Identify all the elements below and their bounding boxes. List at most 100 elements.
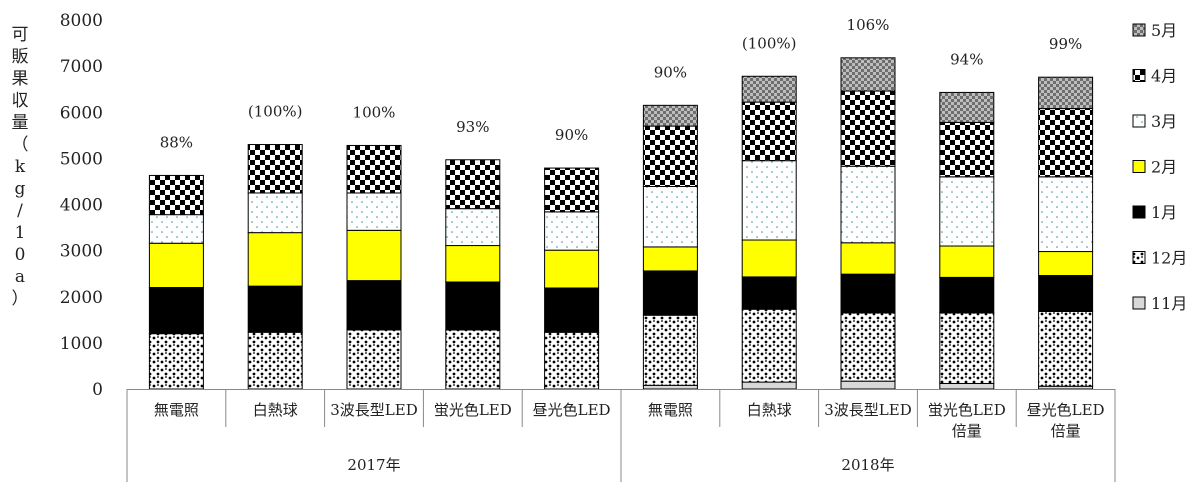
y-tick-label: 3000 bbox=[60, 242, 103, 262]
legend-swatch bbox=[1132, 69, 1146, 82]
y-tick-label: 5000 bbox=[60, 149, 103, 169]
bar-percent-label: 90% bbox=[555, 126, 588, 144]
bar-segment bbox=[939, 245, 995, 278]
bar-segment bbox=[1038, 108, 1094, 178]
x-category-label: 白熱球 bbox=[253, 401, 298, 419]
x-category-label: 3波長型LED bbox=[330, 401, 417, 419]
bar-segment bbox=[445, 208, 501, 247]
y-axis-ticks: 0 1000 2000 3000 4000 5000 6000 7000 8000 bbox=[60, 11, 103, 400]
bar-segment bbox=[939, 91, 995, 123]
bar-segment bbox=[247, 232, 303, 287]
bar-segment bbox=[741, 101, 797, 162]
bar-segment bbox=[346, 144, 402, 194]
bar-segment bbox=[840, 242, 896, 275]
bar-segment bbox=[148, 214, 204, 244]
bar-segment bbox=[445, 245, 501, 283]
legend: 5月 4月 3月 2月 1月 12月 11月 bbox=[1132, 21, 1187, 313]
legend-label: 1月 bbox=[1151, 203, 1177, 222]
bar-segment bbox=[247, 285, 303, 333]
bar-segment bbox=[840, 273, 896, 314]
bar-segment bbox=[642, 314, 698, 386]
bar-segment bbox=[840, 57, 896, 92]
bar-segment bbox=[741, 239, 797, 278]
y-axis-title-char: 販 bbox=[12, 47, 29, 67]
bar-segment bbox=[939, 276, 995, 314]
legend-label: 2月 bbox=[1151, 158, 1177, 177]
bar-segment bbox=[642, 384, 698, 390]
y-tick-label: 6000 bbox=[60, 103, 103, 123]
bar-segment bbox=[939, 121, 995, 178]
x-category-label: 倍量 bbox=[1051, 422, 1081, 440]
x-category-label: 蛍光色LED bbox=[434, 401, 512, 419]
bar-segment bbox=[741, 276, 797, 310]
bar-segment bbox=[148, 287, 204, 335]
bar-segment bbox=[642, 270, 698, 316]
x-category-label: 無電照 bbox=[154, 401, 199, 419]
bar-segment bbox=[1038, 251, 1094, 277]
legend-swatch bbox=[1132, 23, 1146, 37]
bar-segment bbox=[741, 75, 797, 103]
bar-percent-label: 90% bbox=[654, 63, 687, 81]
y-axis-title-char: （ bbox=[12, 135, 29, 155]
bar-percent-label: 93% bbox=[456, 118, 489, 136]
y-axis-title-char: 量 bbox=[12, 113, 29, 133]
y-tick-label: 4000 bbox=[60, 196, 103, 216]
bars: 88% (100%) 100% 93% 90% 90% (100%) 106% 94% 99% bbox=[148, 16, 1094, 390]
bar-percent-label: (100%) bbox=[742, 34, 797, 52]
bar-segment bbox=[1038, 176, 1094, 253]
bar-segment bbox=[346, 280, 402, 331]
y-axis-title-char: ） bbox=[12, 289, 29, 309]
legend-label: 3月 bbox=[1151, 112, 1177, 131]
bar-segment bbox=[247, 192, 303, 234]
y-tick-label: 7000 bbox=[60, 57, 103, 77]
y-tick-label: 1000 bbox=[60, 334, 103, 354]
y-tick-label: 2000 bbox=[60, 288, 103, 308]
bar-segment bbox=[840, 380, 896, 390]
y-tick-label: 8000 bbox=[60, 11, 103, 31]
legend-label: 5月 bbox=[1151, 21, 1177, 40]
x-category-label: 3波長型LED bbox=[824, 401, 911, 419]
y-tick-label: 0 bbox=[92, 380, 103, 400]
y-axis-title-char: 1 bbox=[15, 223, 26, 243]
bar-segment bbox=[642, 246, 698, 272]
bar-segment bbox=[544, 211, 600, 251]
bar-segment bbox=[741, 160, 797, 241]
bar-segment bbox=[840, 90, 896, 167]
bar-percent-label: (100%) bbox=[248, 103, 303, 121]
y-axis-title-char: 果 bbox=[12, 69, 29, 89]
bar-segment bbox=[148, 242, 204, 289]
bar-segment bbox=[445, 281, 501, 331]
bar-segment bbox=[544, 287, 600, 333]
bar-segment bbox=[642, 125, 698, 188]
bar-segment bbox=[148, 333, 204, 390]
bar-segment bbox=[840, 165, 896, 244]
bar-percent-label: 99% bbox=[1049, 35, 1082, 53]
y-axis-title-char: / bbox=[17, 201, 23, 221]
bar-segment bbox=[346, 229, 402, 282]
y-axis-title-char: 可 bbox=[12, 25, 29, 45]
x-category-label: 昼光色LED bbox=[1027, 401, 1105, 419]
bar-segment bbox=[642, 104, 698, 127]
bar-segment bbox=[544, 331, 600, 390]
bar-segment bbox=[247, 331, 303, 390]
legend-label: 4月 bbox=[1151, 67, 1177, 86]
bar-segment bbox=[741, 381, 797, 390]
x-category-label: 昼光色LED bbox=[533, 401, 611, 419]
bar-segment bbox=[939, 176, 995, 247]
bar-percent-label: 106% bbox=[847, 16, 890, 34]
bar-segment bbox=[148, 174, 204, 216]
y-axis-title-char: 収 bbox=[12, 91, 29, 111]
bar-segment bbox=[1038, 76, 1094, 110]
x-category-label: 倍量 bbox=[952, 422, 982, 440]
x-category-label: 蛍光色LED bbox=[928, 401, 1006, 419]
bar-percent-label: 94% bbox=[950, 50, 983, 68]
y-axis-title-char: g bbox=[15, 179, 26, 199]
x-category-label: 白熱球 bbox=[747, 401, 792, 419]
bar-segment bbox=[1038, 275, 1094, 313]
x-group-label: 2018年 bbox=[841, 456, 894, 474]
bar-segment bbox=[939, 312, 995, 384]
bar-percent-label: 100% bbox=[353, 103, 396, 121]
bar-segment bbox=[445, 159, 501, 210]
